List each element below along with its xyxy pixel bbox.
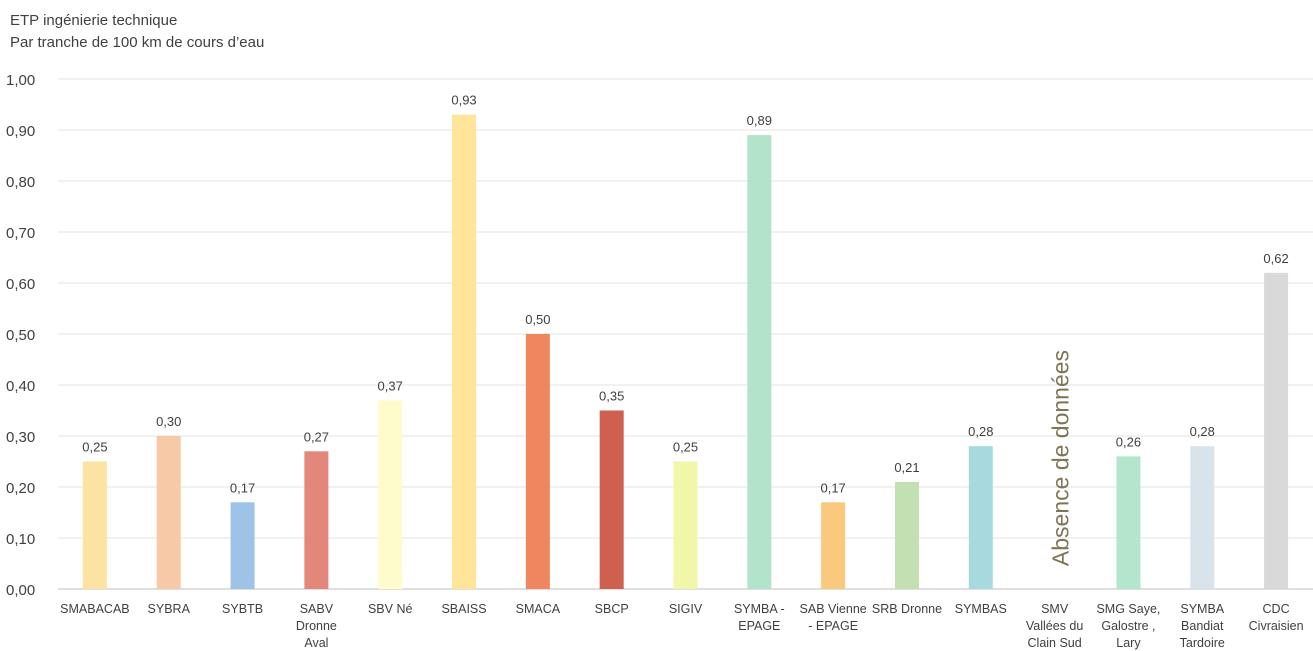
x-tick-label: SMACA xyxy=(516,602,561,616)
no-data-annotation: Absence de données xyxy=(1048,350,1074,566)
y-tick-label: 0,80 xyxy=(6,174,35,191)
y-tick-label: 0,00 xyxy=(6,582,35,599)
data-label: 0,50 xyxy=(525,312,550,327)
bar xyxy=(1264,272,1289,589)
x-tick-label: SYBTB xyxy=(222,602,263,616)
bar xyxy=(82,461,107,589)
x-tick-label: SMV xyxy=(1041,602,1069,616)
bar xyxy=(673,461,698,589)
bar xyxy=(1116,456,1141,589)
y-tick-label: 0,40 xyxy=(6,378,35,395)
data-label: 0,35 xyxy=(599,389,624,404)
grid-lines xyxy=(58,78,1313,590)
data-label: 0,25 xyxy=(673,440,698,455)
x-tick-label: SBCP xyxy=(595,602,629,616)
bar xyxy=(156,436,181,589)
x-tick-label: Lary xyxy=(1116,636,1141,650)
x-tick-label: SAB Vienne xyxy=(800,602,867,616)
x-tick-label: Tardoire xyxy=(1180,636,1225,650)
y-tick-label: 0,90 xyxy=(6,123,35,140)
bars xyxy=(82,114,1289,589)
x-tick-label: SYMBA xyxy=(1180,602,1224,616)
y-tick-label: 0,30 xyxy=(6,429,35,446)
data-label: 0,25 xyxy=(82,440,107,455)
bar xyxy=(525,334,550,589)
data-label: 0,37 xyxy=(378,378,403,393)
chart-title-block: ETP ingénierie technique Par tranche de … xyxy=(10,10,264,54)
x-tick-label: Civraisien xyxy=(1249,619,1304,633)
y-tick-label: 0,60 xyxy=(6,276,35,293)
bar xyxy=(747,135,772,589)
chart-title: ETP ingénierie technique xyxy=(10,12,178,29)
x-tick-label: CDC xyxy=(1263,602,1290,616)
x-tick-label: SMABACAB xyxy=(60,602,129,616)
y-tick-label: 0,10 xyxy=(6,531,35,548)
bar xyxy=(304,451,329,589)
x-tick-label: - EPAGE xyxy=(808,619,858,633)
data-label: 0,28 xyxy=(1190,424,1215,439)
data-label: 0,28 xyxy=(968,424,993,439)
bar xyxy=(821,502,846,589)
bar xyxy=(599,410,624,589)
data-label: 0,93 xyxy=(451,93,476,108)
x-tick-label: Vallées du xyxy=(1026,619,1083,633)
bar xyxy=(230,502,255,589)
x-tick-label: SRB Dronne xyxy=(872,602,942,616)
bar xyxy=(1190,446,1215,589)
x-tick-label: EPAGE xyxy=(738,619,780,633)
x-tick-label: Aval xyxy=(304,636,328,650)
data-label: 0,30 xyxy=(156,414,181,429)
x-tick-label: SABV xyxy=(300,602,334,616)
data-labels: 0,25 0,30 0,17 0,27 0,37 0,93 0,50 0,35 0,25 0,89… xyxy=(82,93,1288,496)
data-label: 0,62 xyxy=(1263,251,1288,266)
x-tick-label: Galostre , xyxy=(1101,619,1155,633)
data-label: 0,27 xyxy=(304,429,329,444)
x-tick-label: SYMBAS xyxy=(955,602,1007,616)
x-tick-label: SMG Saye, xyxy=(1096,602,1160,616)
x-tick-label: Dronne xyxy=(296,619,337,633)
bar xyxy=(452,114,477,589)
data-label: 0,21 xyxy=(894,460,919,475)
annotations: Absence de données xyxy=(1048,350,1074,566)
x-tick-label: SYBRA xyxy=(148,602,191,616)
x-axis-labels: SMABACAB SYBRA SYBTB SABV Dronne Aval SBV Né SB… xyxy=(60,602,1303,650)
data-label: 0,26 xyxy=(1116,434,1141,449)
bar xyxy=(894,481,919,589)
data-label: 0,17 xyxy=(230,480,255,495)
x-tick-label: SBAISS xyxy=(441,602,486,616)
data-label: 0,89 xyxy=(747,113,772,128)
bar xyxy=(968,446,993,589)
x-tick-label: SBV Né xyxy=(368,602,413,616)
data-label: 0,17 xyxy=(820,480,845,495)
x-tick-label: Bandiat xyxy=(1181,619,1224,633)
y-tick-label: 0,70 xyxy=(6,225,35,242)
x-tick-label: SIGIV xyxy=(669,602,703,616)
y-tick-label: 1,00 xyxy=(6,72,35,89)
y-axis-labels: 0,00 0,10 0,20 0,30 0,40 0,50 0,60 0,70 0,80 0,90… xyxy=(6,72,35,599)
x-tick-label: Clain Sud xyxy=(1028,636,1082,650)
y-tick-label: 0,20 xyxy=(6,480,35,497)
x-tick-label: SYMBA - xyxy=(734,602,785,616)
bar xyxy=(378,400,403,589)
y-tick-label: 0,50 xyxy=(6,327,35,344)
chart-subtitle: Par tranche de 100 km de cours d’eau xyxy=(10,34,265,51)
